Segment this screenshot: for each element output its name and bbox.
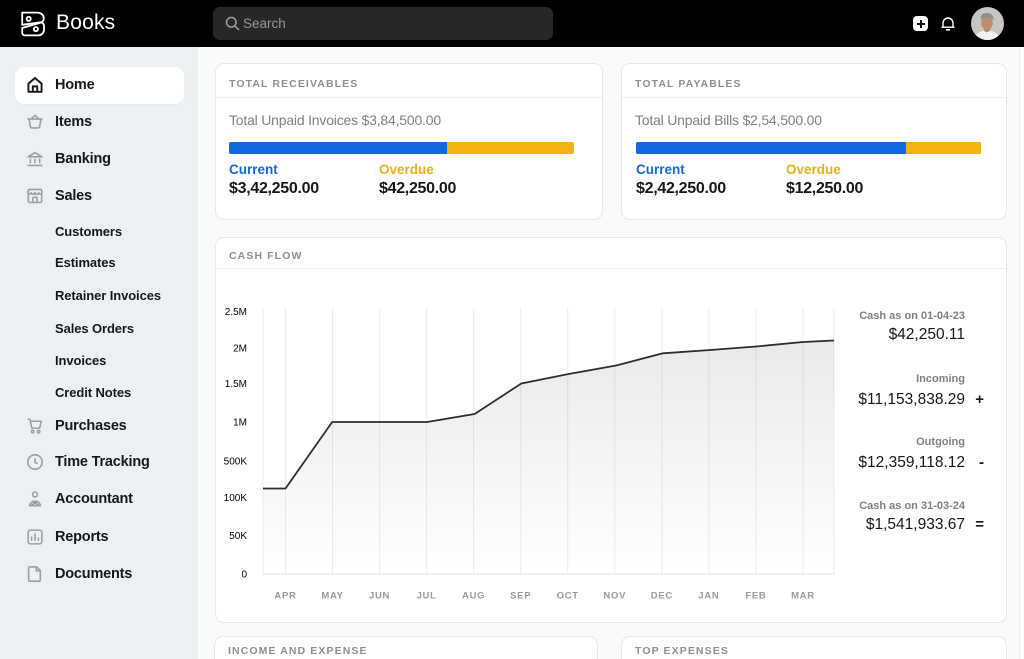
svg-text:AUG: AUG [462,591,485,602]
svg-text:NOV: NOV [603,591,626,602]
svg-text:FEB: FEB [745,591,766,602]
svg-text:OCT: OCT [557,591,579,602]
svg-text:2.5M: 2.5M [225,307,247,318]
svg-text:500K: 500K [224,457,248,468]
svg-text:SEP: SEP [510,591,531,602]
svg-text:50K: 50K [229,531,247,542]
svg-text:100K: 100K [224,493,248,504]
svg-text:APR: APR [274,591,296,602]
svg-text:1.5M: 1.5M [225,379,247,390]
svg-text:MAR: MAR [791,591,815,602]
svg-text:2M: 2M [233,343,247,354]
svg-text:JAN: JAN [698,591,719,602]
svg-text:MAY: MAY [321,591,343,602]
svg-text:0: 0 [241,570,247,581]
svg-text:1M: 1M [233,418,247,429]
svg-text:DEC: DEC [651,591,673,602]
svg-text:JUL: JUL [417,591,437,602]
svg-text:JUN: JUN [369,591,390,602]
